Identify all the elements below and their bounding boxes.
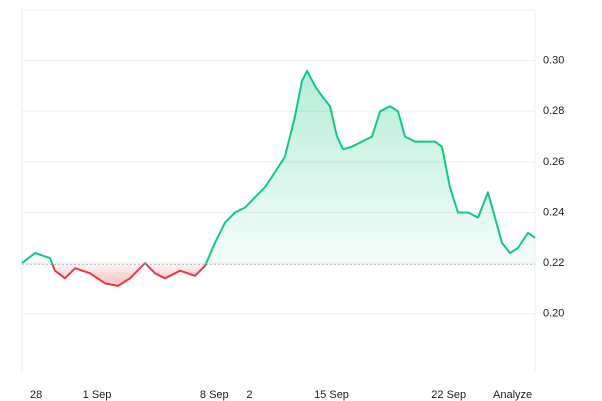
analyze-button[interactable]: Analyze xyxy=(493,389,532,401)
y-tick-label: 0.22 xyxy=(543,257,564,269)
x-tick-label: 1 Sep xyxy=(83,389,112,401)
x-tick-label: 22 Sep xyxy=(431,389,466,401)
y-tick-label: 0.26 xyxy=(543,156,564,168)
x-tick-label: 2 xyxy=(246,389,252,401)
area xyxy=(22,70,535,286)
x-tick-label: 28 xyxy=(30,389,42,401)
x-tick-label: 15 Sep xyxy=(314,389,349,401)
y-tick-label: 0.24 xyxy=(543,206,564,218)
y-tick-label: 0.28 xyxy=(543,105,564,117)
price-line xyxy=(21,69,536,287)
y-tick-label: 0.20 xyxy=(543,308,564,320)
x-tick-label: 8 Sep xyxy=(200,389,229,401)
y-tick-label: 0.30 xyxy=(543,55,564,67)
